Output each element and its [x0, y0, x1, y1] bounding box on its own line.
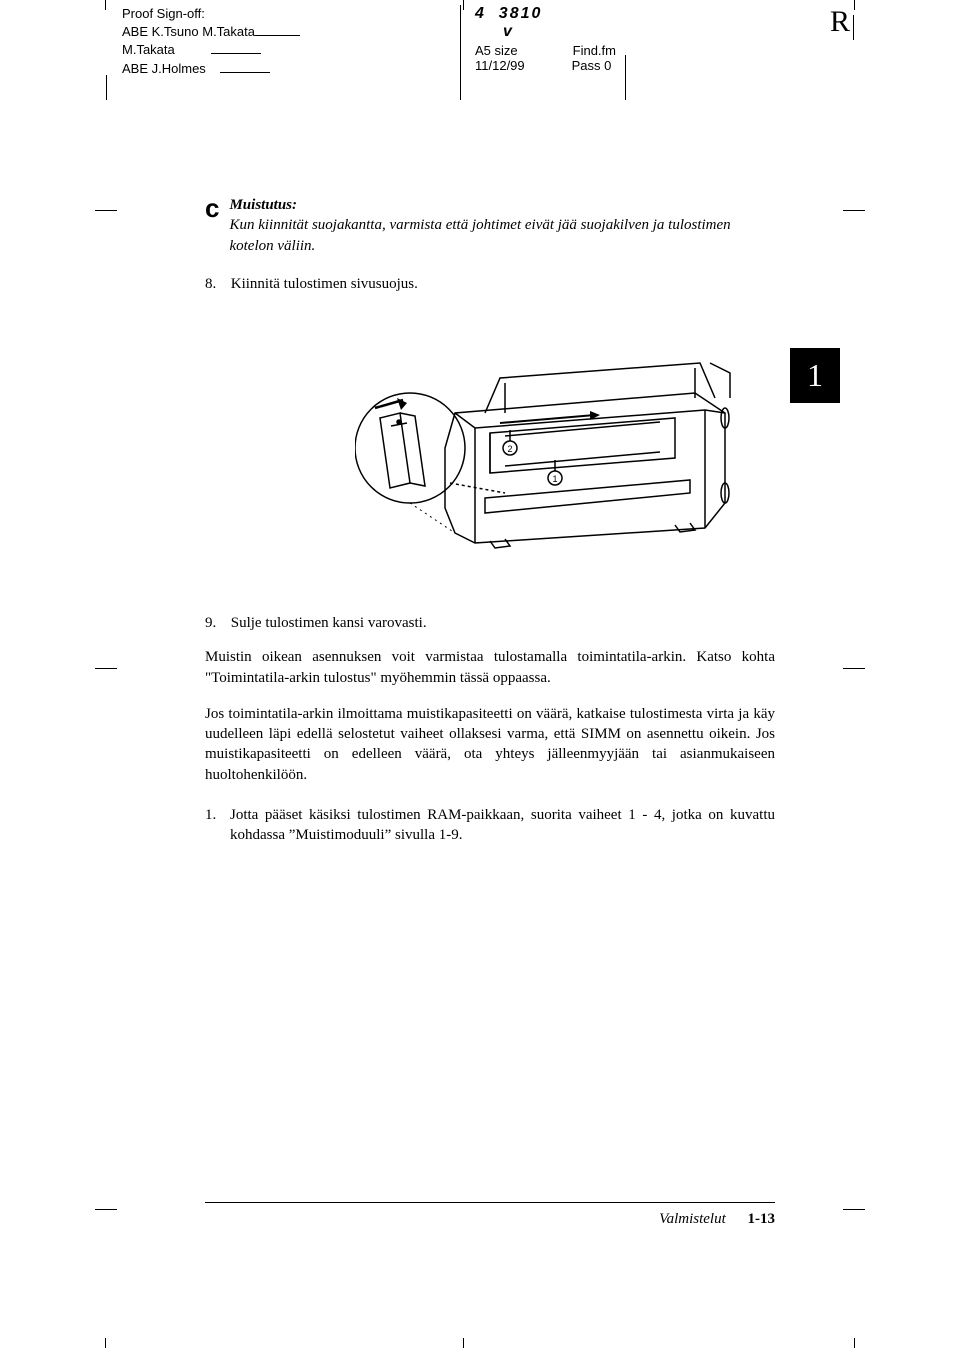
divider [460, 5, 461, 100]
step-8: 8. Kiinnitä tulostimen sivusuojus. [205, 274, 775, 294]
proof-title: Proof Sign-off: [122, 5, 300, 23]
crop-mark [105, 0, 106, 10]
proof-line3: ABE J.Holmes [122, 60, 300, 78]
date: 11/12/99 [475, 58, 525, 73]
proof-line2: M.Takata [122, 41, 300, 59]
footer-label: Valmistelut [659, 1211, 726, 1227]
printer-illustration: 2 1 [355, 318, 775, 578]
tick [843, 668, 865, 669]
tick [95, 1209, 117, 1210]
pass: Pass 0 [572, 58, 612, 73]
crop-mark [854, 1338, 855, 1348]
caution-body: Kun kiinnität suojakantta, varmista että… [229, 217, 730, 253]
crop-mark [105, 1338, 106, 1348]
proof-signoff-box: Proof Sign-off: ABE K.Tsuno M.Takata M.T… [122, 5, 300, 78]
footer-page-number: 1-13 [748, 1211, 776, 1227]
tick [95, 668, 117, 669]
caution-icon: c [205, 195, 219, 221]
model-number: 4 3810 [475, 5, 685, 23]
caution-title: Muistutus: [229, 197, 297, 213]
crop-mark [463, 1338, 464, 1348]
rev-letter: v [503, 23, 685, 41]
crop-mark [463, 0, 464, 10]
chapter-badge: 1 [790, 348, 840, 403]
caution-block: c Muistutus: Kun kiinnität suojakantta, … [205, 195, 775, 256]
step-9: 9. Sulje tulostimen kansi varovasti. [205, 613, 775, 633]
divider [106, 75, 107, 100]
divider [853, 15, 854, 40]
list-item-1: 1. Jotta pääset käsiksi tulostimen RAM-p… [205, 805, 775, 846]
footer-rule [205, 1202, 775, 1203]
tick [95, 210, 117, 211]
corner-letter: R [830, 5, 850, 39]
tick [843, 1209, 865, 1210]
caution-text: Muistutus: Kun kiinnität suojakantta, va… [229, 195, 775, 256]
page-content: c Muistutus: Kun kiinnität suojakantta, … [205, 195, 775, 845]
svg-text:2: 2 [507, 444, 512, 454]
paragraph-1: Muistin oikean asennuksen voit varmistaa… [205, 647, 775, 688]
file-name: Find.fm [573, 43, 616, 58]
footer: Valmistelut 1-13 [659, 1211, 775, 1228]
center-info-box: 4 3810 v A5 size Find.fm 11/12/99 Pass 0 [475, 5, 685, 73]
crop-mark [854, 0, 855, 10]
proof-line1: ABE K.Tsuno M.Takata [122, 23, 300, 41]
tick [843, 210, 865, 211]
divider [625, 55, 626, 100]
size-label: A5 size [475, 43, 518, 58]
figure-printer: 1 [205, 308, 775, 588]
paragraph-2: Jos toimintatila-arkin ilmoittama muisti… [205, 704, 775, 785]
svg-text:1: 1 [552, 474, 557, 484]
